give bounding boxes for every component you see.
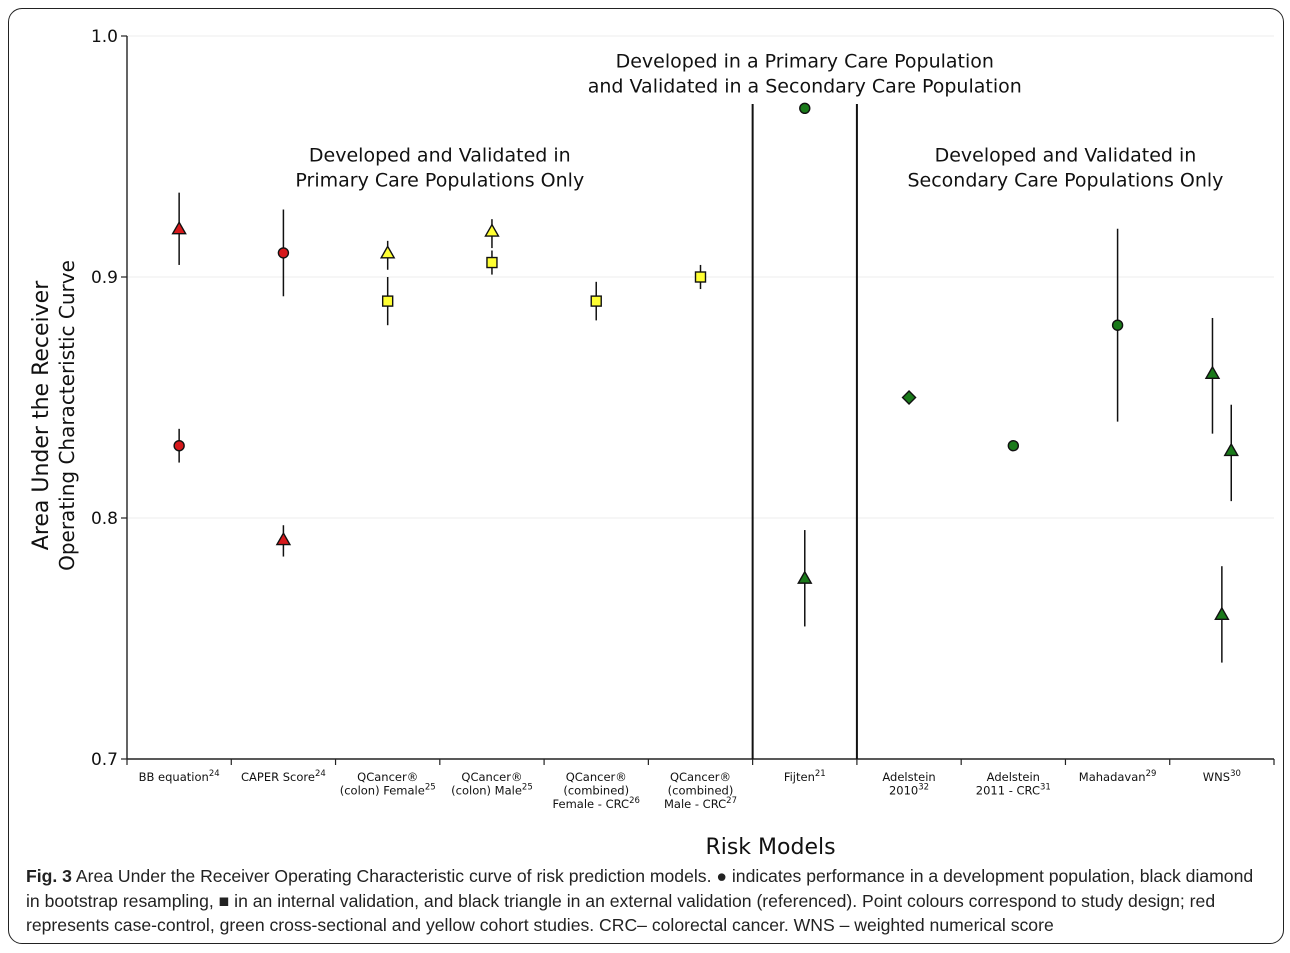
x-tick-label: QCancer® (colon) Male25 (451, 770, 533, 798)
region-annotation: Developed in a Primary Care Population an… (588, 50, 1022, 97)
y-axis-title-line1: Area Under the Receiver (29, 280, 54, 550)
point-circle (277, 247, 290, 259)
x-tick-label: QCancer® (colon) Female25 (340, 770, 436, 798)
point-circle (173, 440, 185, 452)
region-annotation: Developed and Validated in Secondary Care… (907, 144, 1223, 191)
y-tick-label: 0.8 (91, 509, 118, 529)
point-triangle (1204, 365, 1221, 379)
point-square (694, 271, 707, 283)
region-annotation: Developed and Validated in Primary Care P… (295, 144, 584, 191)
y-tick-label: 1.0 (91, 27, 118, 47)
point-diamond (901, 390, 917, 405)
point-triangle (484, 223, 500, 237)
x-tick-label: WNS30 (1203, 769, 1241, 784)
point-triangle (171, 220, 187, 235)
y-tick-label: 0.9 (91, 268, 118, 288)
y-axis-title-line2: Operating Characteristic Curve (55, 260, 79, 571)
y-tick-label: 0.7 (91, 750, 118, 770)
point-triangle (275, 531, 292, 546)
caption-text: Area Under the Receiver Operating Charac… (26, 866, 1254, 935)
point-triangle (1214, 606, 1230, 620)
caption-label: Fig. 3 (26, 866, 72, 886)
x-tick-label: BB equation24 (139, 769, 220, 784)
point-square (486, 256, 498, 269)
point-triangle (1223, 442, 1239, 457)
x-tick-label: CAPER Score24 (241, 769, 326, 784)
x-tick-label: Adelstein 2011 - CRC31 (976, 770, 1051, 798)
figure-caption: Fig. 3 Area Under the Receiver Operating… (26, 864, 1271, 938)
x-tick-label: QCancer® (combined) Male - CRC27 (664, 770, 737, 811)
point-triangle (797, 570, 813, 584)
point-square (381, 295, 394, 307)
auc-chart: 0.7 0.8 0.9 1.0 BB equation24 CAPER Score24 QC… (29, 27, 1275, 860)
point-circle (1111, 319, 1124, 331)
point-triangle (379, 244, 396, 259)
point-square (590, 295, 602, 307)
x-axis-title: Risk Models (705, 835, 835, 860)
x-tick-label: Mahadavan29 (1079, 769, 1157, 784)
x-tick-label: Fijten21 (784, 769, 826, 784)
figure-frame (8, 8, 1284, 944)
x-tick-label: Adelstein 201032 (882, 770, 935, 798)
x-tick-label: QCancer® (combined) Female - CRC26 (553, 770, 640, 811)
point-circle (1007, 440, 1020, 452)
point-circle (799, 102, 811, 115)
